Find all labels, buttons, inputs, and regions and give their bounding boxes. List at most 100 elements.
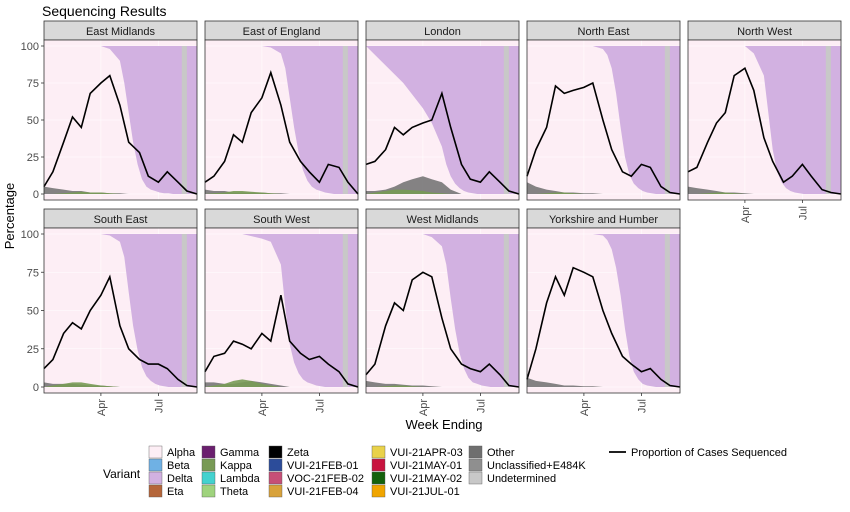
proportion-line bbox=[365, 90, 520, 195]
legend-label: Delta bbox=[167, 473, 194, 485]
kappa-area bbox=[527, 192, 623, 194]
x-tick-label: Jul bbox=[314, 399, 326, 413]
y-tick-label: 0 bbox=[33, 382, 39, 394]
legend-swatch bbox=[371, 445, 386, 459]
x-tick-label: Apr bbox=[418, 399, 430, 416]
undetermined-area bbox=[181, 234, 187, 387]
facet-grid: East Midlands 0 25 50 75 100 East of England Lo… bbox=[21, 20, 842, 416]
proportion-line bbox=[526, 266, 681, 388]
legend-swatch bbox=[148, 445, 163, 459]
legend-swatch bbox=[468, 445, 483, 459]
kappa-area bbox=[205, 379, 301, 387]
facet-panel: South West Apr Jul bbox=[204, 208, 359, 416]
legend-title: Variant bbox=[103, 467, 141, 481]
delta-area bbox=[527, 234, 680, 387]
legend-swatch bbox=[371, 471, 386, 485]
facet-panel: Yorkshire and Humber Apr Jul bbox=[526, 208, 681, 416]
legend-label: Beta bbox=[167, 460, 191, 472]
legend-label: VUI-21MAY-01 bbox=[390, 460, 462, 472]
facet-panel: South East 0 25 50 75 100 Apr Jul bbox=[21, 208, 198, 416]
y-tick-label: 100 bbox=[21, 41, 39, 53]
y-tick-label: 50 bbox=[27, 115, 39, 127]
facet-strip-label: East of England bbox=[243, 26, 321, 38]
legend-label: VUI-21APR-03 bbox=[390, 447, 463, 459]
legend-label: Other bbox=[487, 447, 515, 459]
x-tick-label: Jul bbox=[636, 399, 648, 413]
delta-area bbox=[366, 234, 519, 387]
delta-area bbox=[205, 234, 358, 387]
kappa-area bbox=[44, 191, 140, 194]
panel-border bbox=[526, 39, 681, 201]
proportion-line bbox=[526, 81, 681, 195]
panel-border bbox=[365, 39, 520, 201]
legend-swatch bbox=[371, 484, 386, 498]
other-area bbox=[688, 186, 784, 194]
legend-swatch bbox=[148, 471, 163, 485]
legend-swatch bbox=[468, 458, 483, 472]
legend-swatch bbox=[201, 471, 216, 485]
panel-border bbox=[526, 227, 681, 394]
delta-area bbox=[366, 46, 519, 194]
panel-border bbox=[204, 227, 359, 394]
proportion-line bbox=[365, 271, 520, 388]
legend-swatch bbox=[148, 458, 163, 472]
undetermined-area bbox=[664, 46, 670, 194]
x-tick-label: Apr bbox=[257, 399, 269, 416]
facet-panel: West Midlands Apr Jul bbox=[365, 208, 520, 416]
facet-strip-label: South East bbox=[94, 214, 148, 226]
proportion-line bbox=[43, 274, 198, 388]
other-area bbox=[44, 186, 140, 194]
legend-swatch bbox=[148, 484, 163, 498]
undetermined-area bbox=[342, 234, 348, 387]
legend-swatch bbox=[468, 471, 483, 485]
facet-strip-label: West Midlands bbox=[407, 214, 479, 226]
legend-label: Gamma bbox=[220, 447, 260, 459]
legend-label: Unclassified+E484K bbox=[487, 460, 586, 472]
legend-label: Zeta bbox=[287, 447, 310, 459]
legend-label: Kappa bbox=[220, 460, 253, 472]
facet-panel: North East bbox=[526, 20, 681, 201]
legend-swatch bbox=[268, 471, 283, 485]
other-area bbox=[527, 377, 623, 387]
legend-swatch bbox=[268, 458, 283, 472]
undetermined-area bbox=[342, 46, 348, 194]
panel-border bbox=[687, 39, 842, 201]
y-tick-label: 0 bbox=[33, 189, 39, 201]
legend-label: VUI-21JUL-01 bbox=[390, 486, 460, 498]
legend-label: VUI-21MAY-02 bbox=[390, 473, 462, 485]
legend-label: Undetermined bbox=[487, 473, 556, 485]
proportion-line bbox=[204, 295, 359, 388]
x-tick-label: Jul bbox=[153, 399, 165, 413]
other-area bbox=[527, 182, 623, 194]
proportion-line bbox=[43, 74, 198, 195]
facet-strip-label: North East bbox=[578, 26, 630, 38]
legend-swatch bbox=[268, 445, 283, 459]
facet-strip-label: Yorkshire and Humber bbox=[549, 214, 658, 226]
y-axis-label: Percentage bbox=[2, 183, 17, 250]
x-tick-label: Jul bbox=[797, 206, 809, 220]
facet-panel: London bbox=[365, 20, 520, 201]
legend-label: Alpha bbox=[167, 447, 196, 459]
proportion-line bbox=[687, 66, 842, 195]
kappa-area bbox=[44, 382, 140, 387]
undetermined-area bbox=[503, 234, 509, 387]
y-tick-label: 100 bbox=[21, 229, 39, 241]
proportion-line bbox=[204, 70, 359, 195]
kappa-area bbox=[366, 385, 462, 387]
panel-border bbox=[204, 39, 359, 201]
undetermined-area bbox=[503, 46, 509, 194]
undetermined-area bbox=[825, 46, 831, 194]
legend-label: Lambda bbox=[220, 473, 261, 485]
delta-area bbox=[44, 46, 197, 194]
legend-swatch bbox=[201, 484, 216, 498]
delta-area bbox=[205, 46, 358, 194]
x-tick-label: Apr bbox=[579, 399, 591, 416]
undetermined-area bbox=[664, 234, 670, 387]
other-area bbox=[366, 380, 462, 387]
legend-swatch bbox=[371, 458, 386, 472]
legend-label: VOC-21FEB-02 bbox=[287, 473, 364, 485]
legend-line-label: Proportion of Cases Sequenced bbox=[631, 447, 787, 459]
facet-strip-label: East Midlands bbox=[86, 26, 156, 38]
